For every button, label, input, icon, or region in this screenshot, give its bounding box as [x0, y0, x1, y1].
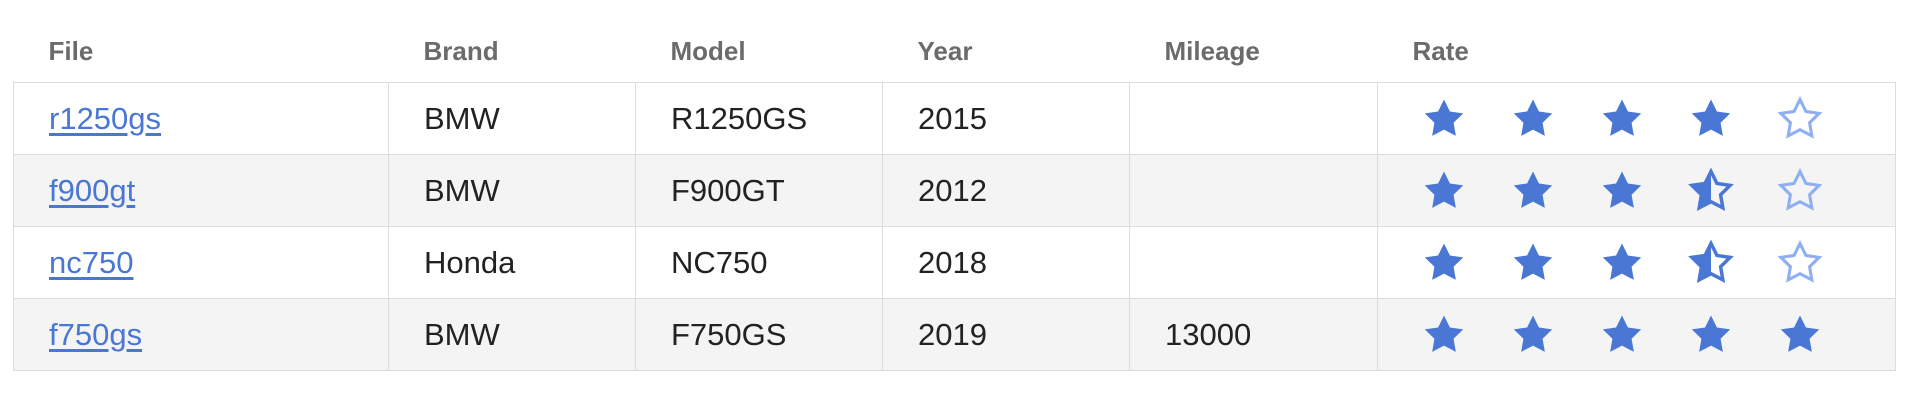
column-header-rate[interactable]: Rate [1412, 35, 1469, 66]
star-filled-icon[interactable] [1509, 238, 1598, 288]
table-row: f900gt BMW F900GT 2012 [13, 154, 1896, 227]
cell-rate [1377, 82, 1896, 155]
cell-brand: Honda [388, 226, 636, 299]
model-value: F900GT [671, 172, 785, 208]
star-rating[interactable] [1420, 155, 1895, 226]
star-empty-icon[interactable] [1776, 166, 1865, 216]
year-value: 2018 [918, 244, 987, 280]
column-header-brand[interactable]: Brand [423, 35, 499, 66]
column-header-year[interactable]: Year [917, 35, 973, 66]
cell-brand: BMW [388, 154, 636, 227]
star-filled-icon[interactable] [1687, 94, 1776, 144]
table-row: f750gs BMW F750GS 2019 13000 [13, 298, 1896, 371]
star-empty-icon[interactable] [1776, 238, 1865, 288]
cell-file: f900gt [13, 154, 389, 227]
cell-file: nc750 [13, 226, 389, 299]
column-header-model[interactable]: Model [670, 35, 746, 66]
cell-model: NC750 [635, 226, 883, 299]
star-rating[interactable] [1420, 299, 1895, 370]
cell-mileage: 13000 [1129, 298, 1378, 371]
star-empty-icon[interactable] [1776, 94, 1865, 144]
model-value: F750GS [671, 316, 787, 352]
cell-model: R1250GS [635, 82, 883, 155]
brand-value: BMW [424, 172, 500, 208]
cell-year: 2018 [882, 226, 1130, 299]
star-filled-icon[interactable] [1687, 310, 1776, 360]
star-filled-icon[interactable] [1598, 310, 1687, 360]
file-link[interactable]: f900gt [49, 172, 136, 208]
motorcycle-table: File Brand Model Year Mileage Rate r1250… [13, 20, 1896, 371]
file-link[interactable]: r1250gs [49, 100, 162, 136]
brand-value: BMW [424, 316, 500, 352]
motorcycle-table-container: File Brand Model Year Mileage Rate r1250… [13, 20, 1896, 371]
cell-file: r1250gs [13, 82, 389, 155]
column-header-mileage[interactable]: Mileage [1164, 35, 1260, 66]
table-row: nc750 Honda NC750 2018 [13, 226, 1896, 299]
cell-rate [1377, 154, 1896, 227]
star-filled-icon[interactable] [1598, 94, 1687, 144]
cell-mileage [1129, 82, 1378, 155]
cell-model: F750GS [635, 298, 883, 371]
brand-value: BMW [424, 100, 500, 136]
star-filled-icon[interactable] [1420, 94, 1509, 144]
cell-mileage [1129, 226, 1378, 299]
cell-brand: BMW [388, 298, 636, 371]
star-rating[interactable] [1420, 83, 1895, 154]
star-half-icon[interactable] [1687, 166, 1776, 216]
column-header-file[interactable]: File [48, 35, 94, 66]
cell-model: F900GT [635, 154, 883, 227]
model-value: NC750 [671, 244, 768, 280]
year-value: 2015 [918, 100, 987, 136]
star-filled-icon[interactable] [1509, 94, 1598, 144]
cell-brand: BMW [388, 82, 636, 155]
year-value: 2012 [918, 172, 987, 208]
cell-file: f750gs [13, 298, 389, 371]
star-half-icon[interactable] [1687, 238, 1776, 288]
cell-rate [1377, 226, 1896, 299]
star-rating[interactable] [1420, 227, 1895, 298]
cell-rate [1377, 298, 1896, 371]
file-link[interactable]: nc750 [49, 244, 134, 280]
table-header-row: File Brand Model Year Mileage Rate [14, 20, 1896, 83]
star-filled-icon[interactable] [1420, 310, 1509, 360]
cell-year: 2012 [882, 154, 1130, 227]
cell-mileage [1129, 154, 1378, 227]
star-filled-icon[interactable] [1509, 166, 1598, 216]
table-row: r1250gs BMW R1250GS 2015 [13, 82, 1896, 155]
year-value: 2019 [918, 316, 987, 352]
star-filled-icon[interactable] [1776, 310, 1865, 360]
star-filled-icon[interactable] [1420, 238, 1509, 288]
mileage-value: 13000 [1165, 316, 1252, 352]
star-filled-icon[interactable] [1509, 310, 1598, 360]
model-value: R1250GS [671, 100, 808, 136]
star-filled-icon[interactable] [1598, 166, 1687, 216]
cell-year: 2019 [882, 298, 1130, 371]
star-filled-icon[interactable] [1420, 166, 1509, 216]
star-filled-icon[interactable] [1598, 238, 1687, 288]
brand-value: Honda [424, 244, 516, 280]
cell-year: 2015 [882, 82, 1130, 155]
file-link[interactable]: f750gs [49, 316, 143, 352]
